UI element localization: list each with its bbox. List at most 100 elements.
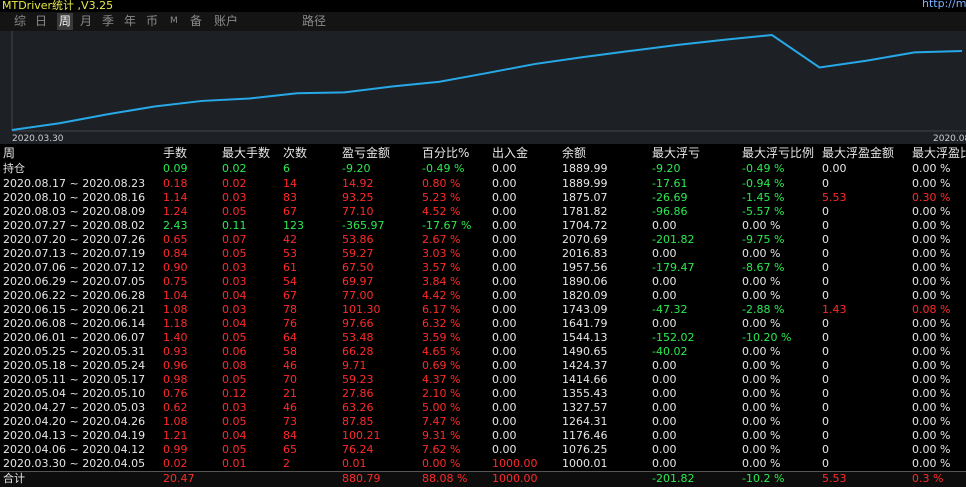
cell: 0.00 % (742, 443, 781, 456)
cell: 0.93 (163, 345, 188, 358)
cell: 0.98 (163, 373, 188, 386)
cell: 1355.43 (562, 387, 608, 400)
cell: 1743.09 (562, 303, 608, 316)
tab[interactable]: 季 (102, 14, 115, 28)
cell: 0.76 (163, 387, 188, 400)
cell: -9.20 (342, 162, 371, 175)
cell: 6 (283, 162, 290, 175)
cell: 1890.06 (562, 275, 608, 288)
cell: 0.00 % (912, 331, 951, 344)
cell: 0.00 (492, 162, 517, 175)
tab[interactable]: 综 (14, 14, 27, 28)
tab[interactable]: 日 (35, 14, 48, 28)
cell: 20.47 (163, 472, 195, 485)
cell: 1414.66 (562, 373, 608, 386)
cell: -10.2 % (742, 472, 785, 485)
cell: 67 (283, 205, 297, 218)
cell: 0.05 (222, 415, 247, 428)
tab[interactable]: M (170, 16, 178, 26)
tab[interactable]: 年 (124, 14, 137, 28)
cell: 0.00 (652, 247, 677, 260)
tab[interactable]: 路径 (302, 14, 327, 28)
cell: 0.00 % (912, 177, 951, 190)
cell: 0.00 (492, 443, 517, 456)
tab[interactable]: 币 (146, 14, 159, 28)
tab[interactable]: 月 (80, 14, 93, 28)
chart-bg (0, 31, 966, 144)
cell: 0.00 % (912, 401, 951, 414)
cell: 0.00 (492, 261, 517, 274)
column-header: 最大浮盈比 (912, 146, 966, 160)
cell: -47.32 (652, 303, 688, 316)
cell: 1264.31 (562, 415, 608, 428)
link[interactable]: http://mtd (922, 0, 966, 10)
cell: 0.69 % (422, 359, 461, 372)
cell: 0.00 % (912, 359, 951, 372)
cell: 0.3 % (912, 472, 944, 485)
cell: 0.01 (342, 457, 367, 470)
cell: 63.26 (342, 401, 374, 414)
cell: 0.90 (163, 261, 188, 274)
cell: 0.08 % (912, 303, 951, 316)
cell: 1424.37 (562, 359, 608, 372)
cell: 0.00 (492, 345, 517, 358)
cell: 0.00 % (912, 275, 951, 288)
cell: 1957.56 (562, 261, 608, 274)
cell: 0.08 (222, 359, 247, 372)
cell: 2020.05.04 ~ 2020.05.10 (3, 387, 146, 400)
column-header: 手数 (163, 146, 188, 160)
cell: -26.69 (652, 191, 688, 204)
cell: 持仓 (3, 162, 25, 175)
cell: 0.00 (492, 317, 517, 330)
cell: 3.57 % (422, 261, 461, 274)
tab[interactable]: 账户 (214, 14, 239, 28)
tab[interactable]: 周 (57, 13, 74, 30)
cell: 0.00 (492, 303, 517, 316)
cell: 2020.03.30 ~ 2020.04.05 (3, 457, 146, 470)
cell: 0 (822, 373, 829, 386)
column-header: 百分比% (422, 146, 470, 160)
cell: 0.00 % (742, 359, 781, 372)
cell: 84 (283, 429, 297, 442)
tab[interactable]: 备 (190, 14, 203, 28)
cell: 0.18 (163, 177, 188, 190)
balance-line (11, 33, 963, 131)
column-header: 最大浮亏比例 (742, 146, 815, 160)
cell: 0.00 (492, 429, 517, 442)
cell: 0.00 (652, 359, 677, 372)
cell: 4.52 % (422, 205, 461, 218)
cell: 0.00 % (912, 443, 951, 456)
cell: 0 (822, 233, 829, 246)
cell: 53.86 (342, 233, 374, 246)
cell: 5.53 (822, 191, 847, 204)
cell: 0.00 % (422, 457, 461, 470)
cell: 46 (283, 359, 297, 372)
cell: -9.75 % (742, 233, 785, 246)
cell: 0.00 % (742, 415, 781, 428)
cell: 0 (822, 401, 829, 414)
cell: 1.08 (163, 415, 188, 428)
cell: 0.96 (163, 359, 188, 372)
cell: 78 (283, 303, 297, 316)
cell: 1000.00 (492, 457, 538, 470)
cell: 0 (822, 247, 829, 260)
cell: 0 (822, 289, 829, 302)
cell: 14 (283, 177, 297, 190)
cell: 0.00 % (742, 457, 781, 470)
cell: 1000.01 (562, 457, 608, 470)
cell: 0 (822, 205, 829, 218)
cell: 2.10 % (422, 387, 461, 400)
cell: 2020.05.25 ~ 2020.05.31 (3, 345, 146, 358)
cell: 101.30 (342, 303, 381, 316)
cell: 5.00 % (422, 401, 461, 414)
cell: -9.20 (652, 162, 681, 175)
cell: 0.02 (222, 162, 247, 175)
cell: 0.04 (222, 289, 247, 302)
cell: 0.00 (652, 443, 677, 456)
cell: 0.00 % (742, 289, 781, 302)
cell: 0.75 (163, 275, 188, 288)
cell: 0.00 (492, 359, 517, 372)
cell: 59.23 (342, 373, 374, 386)
cell: 2020.04.06 ~ 2020.04.12 (3, 443, 146, 456)
cell: 2020.05.11 ~ 2020.05.17 (3, 373, 146, 386)
